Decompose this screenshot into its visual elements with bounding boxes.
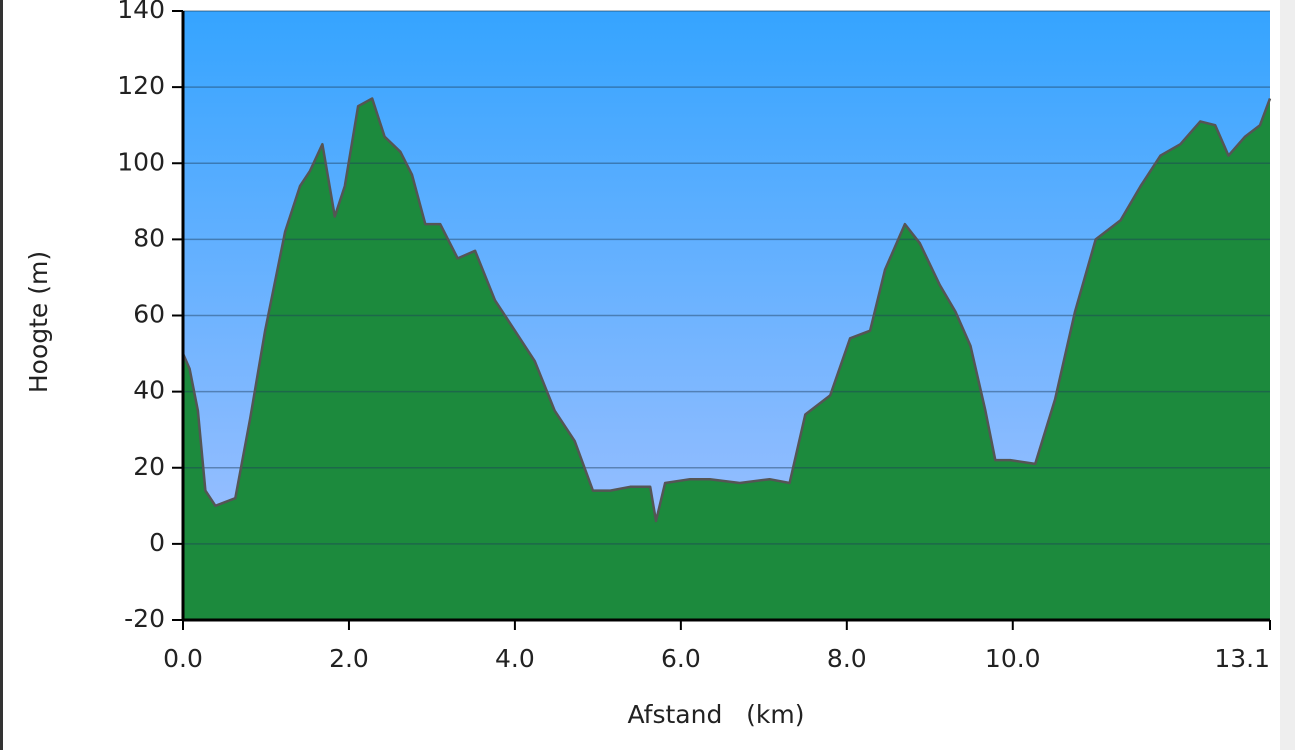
frame-edge [0, 0, 3, 750]
x-tick-label: 8.0 [827, 644, 867, 673]
x-tick-label: 10.0 [985, 644, 1041, 673]
profile-line [181, 97, 1272, 523]
y-tick-label: 140 [117, 0, 165, 24]
y-tick-label: 80 [133, 223, 165, 252]
y-axis-title: Hoogte (m) [24, 251, 53, 393]
x-axis-title: Afstand (km) [627, 700, 804, 729]
x-tick-label: 6.0 [661, 644, 701, 673]
y-tick-label: 20 [133, 452, 165, 481]
x-tick-label: 0.0 [163, 644, 203, 673]
y-tick-label: -20 [124, 604, 165, 633]
x-tick-label: 2.0 [329, 644, 369, 673]
area [183, 98, 1270, 620]
y-tick-label: 120 [117, 71, 165, 100]
y-tick-label: 60 [133, 300, 165, 329]
x-tick-label: 4.0 [495, 644, 535, 673]
y-tick-label: 0 [149, 528, 165, 557]
y-tick-label: 40 [133, 376, 165, 405]
y-tick-label: 100 [117, 147, 165, 176]
side-strip [1280, 0, 1295, 750]
x-tick-label: 13.1 [1214, 644, 1270, 673]
